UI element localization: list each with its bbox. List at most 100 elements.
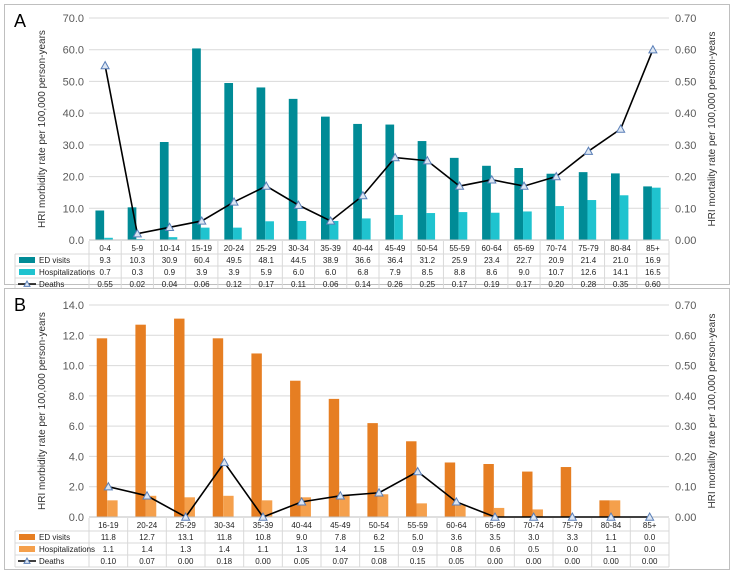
a-category-label: 5-9	[132, 244, 144, 253]
a-marker-deaths	[358, 190, 368, 200]
b-data-label: 0.0	[644, 533, 656, 542]
a-category-label: 40-44	[353, 244, 374, 253]
b-data-label: 0.10	[101, 557, 117, 566]
a-data-label: 60.4	[194, 256, 210, 265]
b-ytick-label: 2.0	[69, 482, 84, 494]
b-legend-marker-deaths	[23, 556, 31, 564]
b-bar-hospitalizations	[261, 500, 273, 517]
b-data-label: 0.07	[139, 557, 155, 566]
b-marker-deaths	[567, 511, 578, 521]
a-data-label: 6.0	[325, 268, 337, 277]
a-bar-ed-visits	[224, 83, 234, 240]
b-data-label: 0.6	[489, 545, 501, 554]
b-data-label: 3.3	[567, 533, 579, 542]
b-category-label: 65-69	[485, 521, 506, 530]
b-bar-ed-visits	[483, 464, 494, 517]
a-data-label: 0.12	[226, 280, 242, 289]
a-legend-label: Hospitalizations	[39, 268, 95, 277]
a-data-label: 0.17	[452, 280, 468, 289]
a-data-label: 0.20	[548, 280, 564, 289]
a-bar-hospitalizations	[651, 187, 661, 240]
a-data-label: 10.7	[548, 268, 564, 277]
a-y2tick-label: 0.50	[675, 76, 696, 88]
a-data-label: 48.1	[258, 256, 274, 265]
b-category-label: 75-79	[562, 521, 583, 530]
a-marker-deaths	[293, 200, 304, 209]
a-data-label: 44.5	[291, 256, 307, 265]
a-category-label: 55-59	[449, 244, 470, 253]
chart-b: B 0.0 0.00 2.0 0.10 4.0 0.20 6.0 0.30 8.0 0.40 10.0…	[14, 295, 718, 568]
a-legend-label: Deaths	[39, 280, 64, 289]
a-marker-deaths	[551, 171, 562, 181]
a-data-label: 31.2	[420, 256, 436, 265]
b-data-label: 0.05	[449, 557, 465, 566]
b-data-label: 0.07	[333, 557, 349, 566]
b-bar-ed-visits	[135, 324, 146, 517]
b-marker-deaths	[412, 466, 423, 476]
a-data-label: 0.06	[323, 280, 339, 289]
a-data-label: 0.25	[420, 280, 436, 289]
b-bar-hospitalizations	[184, 497, 195, 517]
a-bar-hospitalizations	[168, 237, 178, 240]
a-data-label: 20.9	[548, 256, 564, 265]
b-category-label: 20-24	[137, 521, 158, 530]
a-data-label: 8.8	[454, 268, 466, 277]
chart-a: A 0.0 0.00 10.0 0.10 20.0 0.20 30.0 0.30 40.0 0.40…	[14, 11, 718, 291]
a-data-label: 0.04	[162, 280, 178, 289]
b-data-label: 1.3	[180, 545, 192, 554]
a-data-label: 0.19	[484, 280, 500, 289]
b-bar-ed-visits	[406, 441, 417, 517]
a-bar-ed-visits	[546, 173, 556, 240]
b-marker-deaths	[490, 511, 500, 521]
b-marker-deaths	[180, 511, 191, 521]
b-data-label: 0.00	[603, 557, 619, 566]
a-data-label: 9.3	[100, 256, 112, 265]
b-data-label: 0.00	[565, 557, 581, 566]
a-bar-ed-visits	[288, 98, 298, 240]
a-marker-deaths	[615, 123, 626, 133]
a-marker-deaths	[486, 174, 497, 184]
a-ytick-label: 40.0	[63, 108, 84, 120]
a-ytick-label: 10.0	[63, 203, 84, 215]
a-data-label: 14.1	[613, 268, 629, 277]
b-data-label: 0.8	[451, 545, 463, 554]
a-bar-ed-visits	[385, 124, 395, 240]
b-bar-hospitalizations	[609, 500, 621, 517]
a-category-label: 70-74	[546, 244, 567, 253]
a-ytick-label: 20.0	[63, 172, 84, 184]
a-data-label: 0.17	[516, 280, 532, 289]
b-data-label: 0.0	[644, 545, 656, 554]
b-marker-deaths	[219, 457, 230, 467]
a-category-label: 85+	[646, 244, 660, 253]
a-data-label: 0.14	[355, 280, 371, 289]
b-bar-hospitalizations	[107, 500, 118, 517]
a-category-label: 35-39	[320, 244, 341, 253]
a-data-label: 8.6	[486, 268, 498, 277]
b-legend-key-hospitalizations	[19, 546, 35, 552]
b-bar-ed-visits	[444, 462, 456, 517]
b-data-label: 0.9	[412, 545, 424, 554]
b-category-label: 35-39	[253, 521, 274, 530]
b-y2tick-label: 0.00	[675, 512, 696, 524]
b-y2tick-label: 0.20	[675, 451, 696, 463]
b-y2-axis-title: HRI mortality rate per 100,000 person-ye…	[707, 313, 718, 508]
b-data-label: 0.00	[526, 557, 542, 566]
a-data-label: 25.9	[452, 256, 468, 265]
b-legend-label: Hospitalizations	[39, 545, 95, 554]
a-data-label: 49.5	[226, 256, 242, 265]
b-data-label: 1.1	[257, 545, 269, 554]
b-bar-hospitalizations	[532, 509, 543, 517]
a-category-label: 65-69	[514, 244, 535, 253]
a-bar-hospitalizations	[361, 218, 371, 240]
b-bar-ed-visits	[367, 423, 378, 517]
a-data-label: 6.8	[357, 268, 369, 277]
a-data-label: 0.7	[100, 268, 112, 277]
a-data-label: 16.9	[645, 256, 661, 265]
b-bar-hospitalizations	[145, 495, 157, 517]
b-y-axis-title: HRI morbidity rate per 100,000 person-ye…	[37, 312, 48, 510]
a-marker-deaths	[422, 155, 433, 165]
b-data-label: 5.0	[412, 533, 424, 542]
b-bar-hospitalizations	[377, 494, 389, 517]
a-bar-hospitalizations	[200, 227, 210, 240]
a-y2tick-label: 0.20	[675, 172, 696, 184]
